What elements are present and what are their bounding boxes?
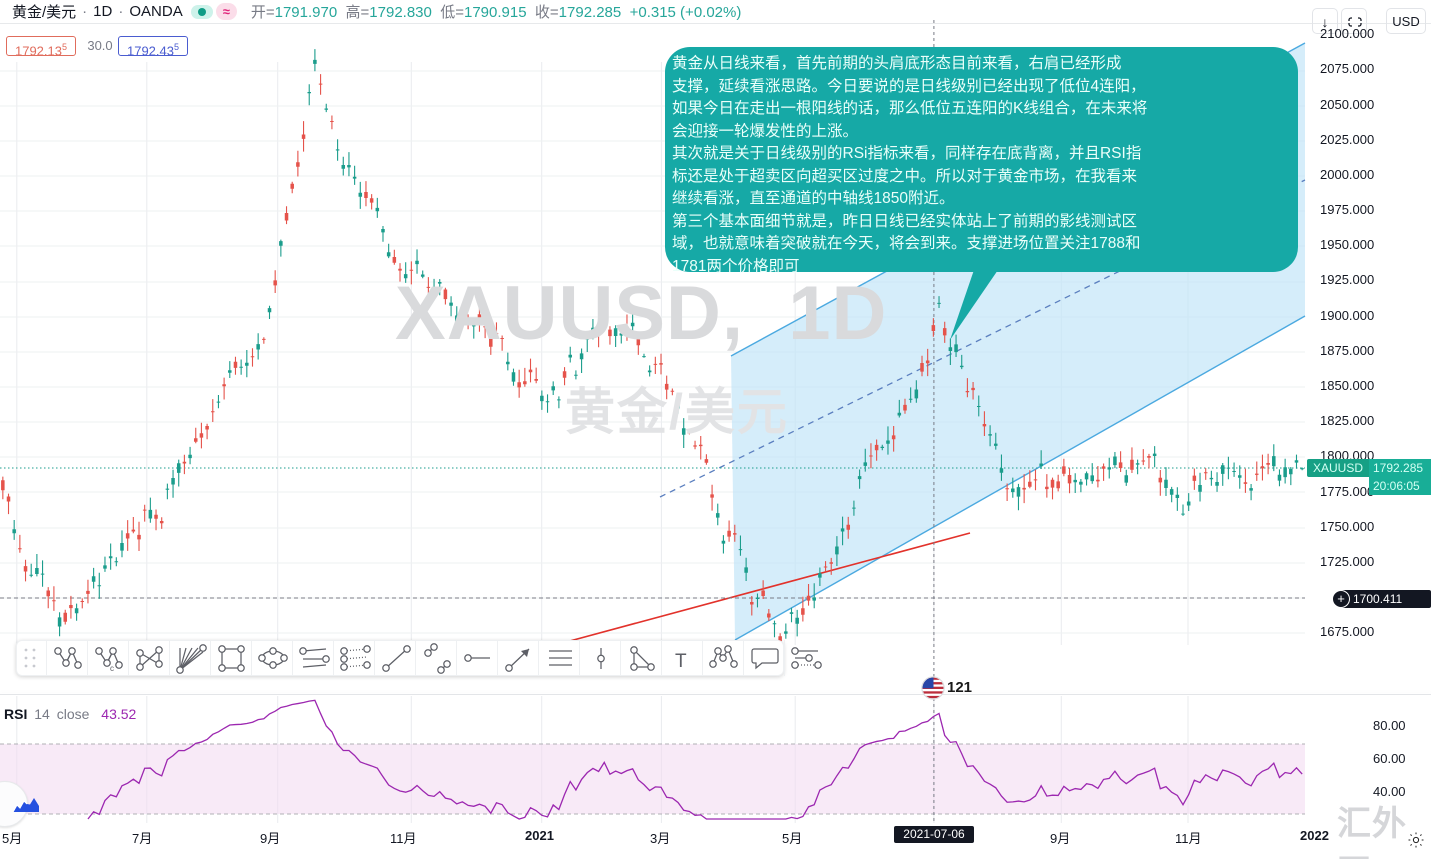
svg-text:T: T xyxy=(675,651,687,672)
svg-text:c: c xyxy=(110,664,114,673)
